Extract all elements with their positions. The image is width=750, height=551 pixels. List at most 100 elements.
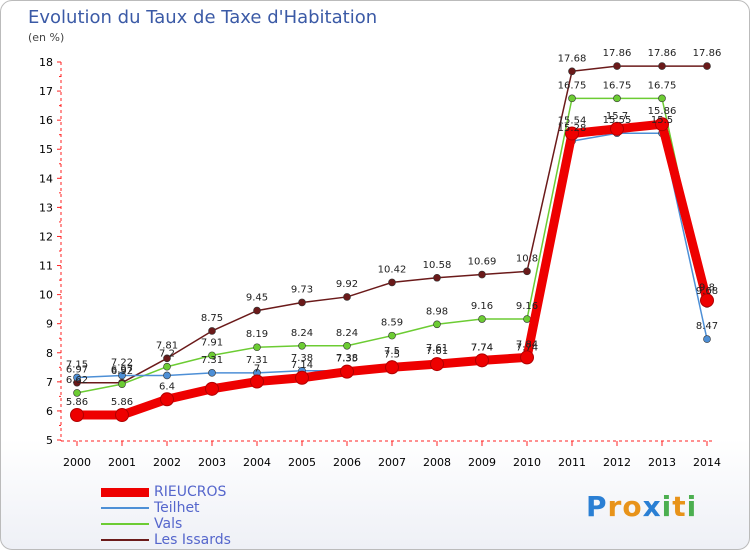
data-label-les-issards: 7.81 (156, 340, 178, 351)
y-tick-label: 13 (39, 201, 53, 214)
data-label-teilhet: 7.31 (246, 355, 268, 366)
legend-label: RIEUCROS (154, 484, 227, 500)
legend-label: Les Issards (154, 532, 231, 548)
data-point-rieucros (655, 117, 669, 132)
data-label-les-issards: 17.86 (603, 48, 632, 59)
data-label-les-issards: 10.58 (423, 260, 452, 271)
data-point-teilhet (163, 371, 171, 380)
data-point-les-issards (163, 354, 171, 363)
data-point-vals (388, 331, 396, 340)
data-label-les-issards: 17.86 (648, 48, 677, 59)
y-tick-label: 11 (39, 260, 53, 273)
data-label-les-issards: 17.86 (693, 48, 722, 59)
data-label-vals: 9.16 (471, 301, 493, 312)
data-point-vals (118, 380, 126, 388)
logo-letter: i (661, 490, 673, 523)
logo-letter: t (672, 490, 687, 523)
legend-label: Teilhet (154, 500, 200, 516)
data-label-les-issards: 8.75 (201, 313, 223, 324)
data-label-rieucros: 6.4 (159, 381, 175, 392)
data-label-teilhet: 7.22 (111, 357, 133, 368)
logo-letter: o (622, 490, 643, 523)
data-point-vals (73, 389, 81, 397)
x-tick-label: 2008 (423, 456, 451, 469)
data-point-les-issards (613, 62, 621, 70)
data-point-les-issards (388, 278, 396, 287)
data-point-vals (343, 341, 351, 350)
legend-swatch (101, 523, 149, 525)
data-label-teilhet: 7.74 (471, 342, 493, 353)
y-tick-label: 10 (39, 289, 53, 302)
legend-swatch (101, 507, 149, 509)
x-tick-label: 2000 (63, 456, 91, 469)
data-label-teilhet: 15.55 (603, 115, 632, 126)
data-point-les-issards (298, 298, 306, 307)
data-point-rieucros (205, 381, 219, 396)
chart-title: Evolution du Taux de Taxe d'Habitation (28, 7, 378, 28)
data-label-vals: 7.91 (201, 337, 223, 348)
data-label-rieucros: 15.86 (648, 106, 677, 117)
x-tick-label: 2014 (693, 456, 721, 469)
proxiti-logo: Proxiti (586, 490, 697, 523)
data-point-vals (478, 315, 486, 323)
data-point-teilhet (703, 335, 711, 343)
logo-letter: i (686, 490, 698, 523)
data-label-vals: 8.98 (426, 306, 448, 317)
data-point-les-issards (208, 327, 216, 335)
x-tick-label: 2005 (288, 456, 316, 469)
data-point-teilhet (208, 369, 216, 377)
y-tick-label: 18 (39, 56, 53, 69)
x-tick-label: 2004 (243, 456, 271, 469)
y-tick-label: 6 (46, 405, 53, 418)
y-tick-label: 12 (39, 230, 53, 243)
data-label-teilhet: 15.5 (651, 115, 673, 126)
data-point-vals (523, 315, 531, 323)
y-tick-label: 17 (39, 85, 53, 98)
data-label-les-issards: 6.97 (111, 365, 133, 376)
data-point-rieucros (160, 392, 174, 407)
x-tick-label: 2006 (333, 456, 361, 469)
data-point-rieucros (295, 370, 309, 385)
data-label-rieucros: 5.86 (111, 397, 133, 408)
data-point-rieucros (475, 353, 489, 368)
data-label-vals: 6.92 (111, 366, 133, 377)
y-tick-label: 15 (39, 143, 53, 156)
data-point-vals (568, 94, 576, 103)
data-label-teilhet: 7.38 (336, 353, 358, 364)
data-point-rieucros (430, 357, 444, 372)
data-label-les-issards: 17.68 (558, 53, 587, 64)
x-tick-label: 2013 (648, 456, 676, 469)
data-label-teilhet: 7.74 (516, 342, 538, 353)
data-point-rieucros (385, 360, 399, 375)
logo-letter: x (642, 490, 662, 523)
data-point-rieucros (70, 407, 84, 422)
data-label-rieucros: 15.54 (558, 116, 587, 127)
data-label-rieucros: 7.14 (291, 360, 313, 371)
data-label-teilhet: 7.5 (384, 346, 400, 357)
data-point-vals (163, 362, 171, 371)
data-label-vals: 8.24 (336, 328, 358, 339)
data-label-rieucros: 7.61 (426, 346, 448, 357)
data-point-vals (433, 320, 441, 329)
data-point-rieucros (250, 374, 264, 389)
data-label-vals: 8.59 (381, 318, 403, 329)
data-point-vals (253, 343, 261, 352)
data-label-teilhet: 7.61 (426, 343, 448, 354)
data-point-les-issards (658, 62, 666, 70)
legend-swatch (101, 488, 149, 497)
data-label-vals: 16.75 (558, 80, 587, 91)
data-label-rieucros: 15.7 (606, 111, 628, 122)
data-point-rieucros (565, 126, 579, 141)
data-label-teilhet: 7.15 (66, 359, 88, 370)
data-label-teilhet: 8.47 (696, 321, 718, 332)
y-tick-label: 7 (46, 376, 53, 389)
x-tick-label: 2001 (108, 456, 136, 469)
logo-letter: P (586, 490, 608, 523)
data-label-teilhet: 7.38 (291, 353, 313, 364)
data-point-les-issards (478, 270, 486, 279)
data-point-rieucros (115, 407, 129, 422)
data-point-les-issards (253, 306, 261, 315)
data-point-rieucros (340, 364, 354, 379)
y-tick-label: 14 (39, 172, 53, 185)
x-tick-label: 2003 (198, 456, 226, 469)
